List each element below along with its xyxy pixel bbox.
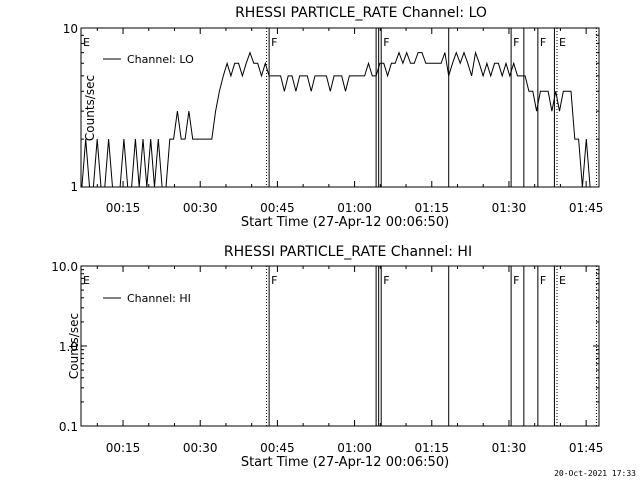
lo-legend-label: Channel: LO bbox=[127, 53, 194, 66]
hi-chart-title: RHESSI PARTICLE_RATE Channel: HI bbox=[224, 244, 472, 260]
lo-flag-label: E bbox=[83, 36, 90, 49]
lo-flag-label: F bbox=[271, 36, 277, 49]
lo-x-tick-label: 01:45 bbox=[569, 201, 604, 215]
lo-flag-label: E bbox=[559, 36, 566, 49]
hi-legend-label: Channel: HI bbox=[127, 292, 191, 305]
lo-flag-label: F bbox=[540, 36, 546, 49]
hi-x-tick-label: 00:45 bbox=[260, 441, 295, 455]
lo-x-tick-label: 00:15 bbox=[106, 201, 141, 215]
lo-x-tick-label: 00:30 bbox=[183, 201, 218, 215]
hi-x-tick-label: 00:30 bbox=[183, 441, 218, 455]
lo-chart-title: RHESSI PARTICLE_RATE Channel: LO bbox=[235, 5, 487, 21]
lo-flag-label: F bbox=[513, 36, 519, 49]
hi-flag-label: F bbox=[513, 274, 519, 287]
hi-flag-label: E bbox=[83, 274, 90, 287]
lo-x-axis-label: Start Time (27-Apr-12 00:06:50) bbox=[241, 215, 449, 230]
lo-x-tick-label: 01:00 bbox=[337, 201, 372, 215]
lo-tick-marks: 00:15 00:30 00:45 01:00 01:15 01:30 01:45 bbox=[81, 27, 604, 215]
hi-y-axis-label: Counts/sec bbox=[67, 313, 81, 379]
lo-y-tick-label-10: 10 bbox=[63, 22, 78, 36]
lo-y-axis-label: Counts/sec bbox=[83, 75, 97, 141]
hi-flag-label: F bbox=[540, 274, 546, 287]
hi-y-tick-label-1: 1.0 bbox=[59, 340, 78, 354]
hi-flag-label: F bbox=[383, 274, 389, 287]
hi-x-tick-label: 01:15 bbox=[414, 441, 449, 455]
lo-x-tick-label: 01:15 bbox=[414, 201, 449, 215]
lo-panel: RHESSI PARTICLE_RATE Channel: LO Counts/… bbox=[63, 5, 604, 230]
lo-flag-label: F bbox=[383, 36, 389, 49]
lo-x-tick-label: 00:45 bbox=[260, 201, 295, 215]
hi-y-tick-label-0-1: 0.1 bbox=[59, 420, 78, 434]
hi-y-tick-label-10: 10.0 bbox=[51, 260, 78, 274]
lo-series-line bbox=[81, 50, 598, 188]
lo-plot-frame bbox=[80, 27, 600, 188]
hi-flag-label: E bbox=[559, 274, 566, 287]
hi-x-tick-label: 01:00 bbox=[337, 441, 372, 455]
lo-y-tick-label-1: 1 bbox=[70, 180, 78, 194]
hi-x-axis-label: Start Time (27-Apr-12 00:06:50) bbox=[241, 455, 449, 470]
hi-panel: RHESSI PARTICLE_RATE Channel: HI Counts/… bbox=[51, 244, 603, 470]
hi-x-tick-label: 01:45 bbox=[569, 441, 604, 455]
lo-x-tick-label: 01:30 bbox=[492, 201, 527, 215]
hi-x-tick-label: 01:30 bbox=[492, 441, 527, 455]
lo-series-group bbox=[81, 50, 598, 188]
hi-tick-marks: 00:15 00:30 00:45 01:00 01:15 01:30 01:45 bbox=[81, 265, 604, 455]
hi-x-tick-label: 00:15 bbox=[106, 441, 141, 455]
hi-flag-label: F bbox=[271, 274, 277, 287]
footer-timestamp: 20-Oct-2021 17:33 bbox=[554, 469, 636, 478]
